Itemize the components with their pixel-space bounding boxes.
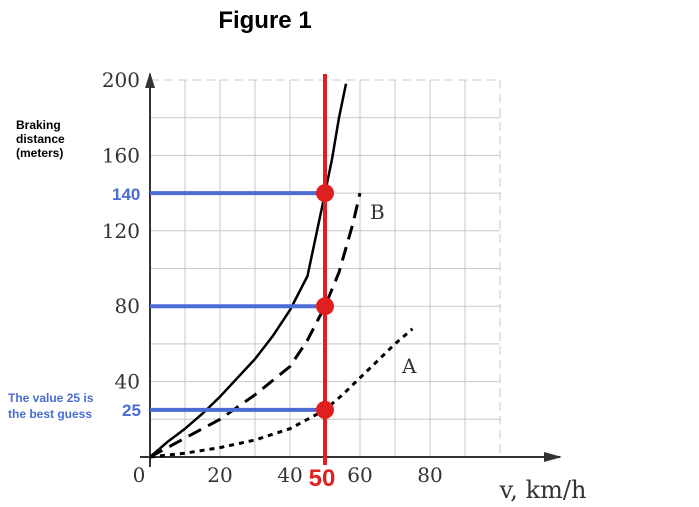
y-axis-label-line-1: Braking bbox=[16, 118, 61, 132]
x-tick-label: 60 bbox=[347, 463, 372, 487]
x-tick-label: 0 bbox=[133, 463, 146, 487]
y-tick-label: 160 bbox=[102, 143, 140, 167]
y-tick-label: 80 bbox=[115, 294, 140, 318]
tick-labels: 40 80 120 160 200 0 20 40 60 80 bbox=[102, 68, 443, 487]
y-axis-label-line-3: (meters) bbox=[16, 146, 63, 160]
x-axis-arrow bbox=[544, 452, 562, 462]
annotation-note: The value 25 is the best guess bbox=[8, 391, 97, 421]
annotation-line-1: The value 25 is bbox=[8, 391, 94, 405]
y-tick-label: 200 bbox=[102, 68, 140, 92]
marker-x-label: 50 bbox=[309, 465, 336, 492]
annotation-line-2: the best guess bbox=[8, 407, 92, 421]
y-axis-label: Braking distance (meters) bbox=[16, 118, 68, 160]
series-label-b: B bbox=[370, 200, 385, 224]
guide-label-25: 25 bbox=[122, 401, 141, 420]
series-line-b bbox=[149, 192, 362, 459]
intersection-point bbox=[316, 297, 334, 316]
series-line-a bbox=[149, 327, 414, 459]
guide-lines bbox=[150, 74, 327, 465]
x-tick-label: 80 bbox=[417, 463, 442, 487]
x-tick-label: 20 bbox=[207, 463, 232, 487]
intersection-point bbox=[316, 400, 334, 419]
series-label-a: A bbox=[401, 354, 417, 378]
y-axis-arrow bbox=[145, 72, 155, 88]
y-axis-label-line-2: distance bbox=[16, 132, 65, 146]
intersection-markers bbox=[316, 184, 334, 419]
guide-label-140: 140 bbox=[112, 185, 140, 204]
x-axis-label: v, km/h bbox=[499, 476, 587, 504]
intersection-point bbox=[316, 184, 334, 203]
series-curves bbox=[149, 83, 414, 459]
axes bbox=[140, 72, 562, 467]
series-line-main bbox=[149, 83, 348, 458]
chart-title: Figure 1 bbox=[218, 7, 311, 34]
y-tick-label: 40 bbox=[115, 370, 140, 394]
y-tick-label: 120 bbox=[102, 219, 140, 243]
x-tick-label: 40 bbox=[277, 463, 302, 487]
